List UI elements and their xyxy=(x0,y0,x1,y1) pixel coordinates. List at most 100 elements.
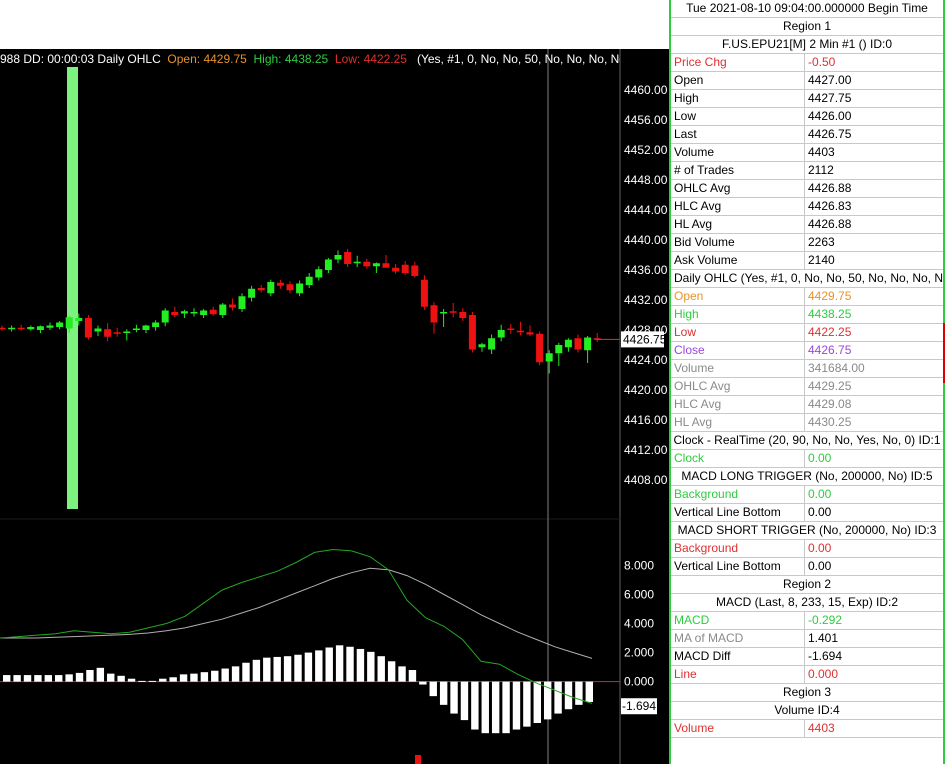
price-tick-label: 4416.00 xyxy=(624,413,668,427)
price-tick-label: 4452.00 xyxy=(624,143,668,157)
daily-ohlc-value: 4422.25 xyxy=(808,325,852,339)
macd-diff-bar xyxy=(335,645,344,682)
daily-ohlc-label: Open xyxy=(671,288,805,305)
macd-diff-bar xyxy=(304,652,313,682)
bar-data-value: 4426.88 xyxy=(808,217,852,231)
candle-body xyxy=(132,328,140,330)
candle-body xyxy=(276,282,284,286)
candle-body xyxy=(516,330,524,333)
daily-ohlc-header: Daily OHLC (Yes, #1, 0, No, No, 50, No, … xyxy=(671,270,943,288)
daily-ohlc-value: 4430.25 xyxy=(808,415,852,429)
macd-diff-bar xyxy=(75,672,84,682)
macd-diff-bar xyxy=(471,681,479,730)
macd-diff-bar xyxy=(3,675,11,682)
candle-body xyxy=(564,339,572,348)
bar-data-row: OHLC Avg 4426.88 xyxy=(671,180,943,198)
candle-body xyxy=(257,288,265,291)
macd-diff-bar xyxy=(325,647,333,682)
macd-diff-bar xyxy=(127,678,136,682)
macd-label: MACD Diff xyxy=(671,648,805,665)
macd-diff-bar xyxy=(138,680,146,682)
candle-body xyxy=(36,326,44,330)
macd-diff-bar xyxy=(273,656,281,682)
daily-ohlc-row: OHLC Avg 4429.25 xyxy=(671,378,943,396)
macd-value: -0.292 xyxy=(808,613,843,627)
daily-ohlc-value: 4438.25 xyxy=(808,307,852,321)
daily-ohlc-label: Volume xyxy=(671,360,805,377)
candle-body xyxy=(75,318,83,321)
volume-study-header: Volume ID:4 xyxy=(671,702,943,720)
header-open: Open: 4429.75 xyxy=(167,52,247,66)
macd-row: Line 0.000 xyxy=(671,666,943,684)
candle-body xyxy=(152,322,160,327)
bar-data-row: Open 4427.00 xyxy=(671,72,943,90)
candle-body xyxy=(420,279,428,307)
macd-line xyxy=(0,548,593,704)
macd-diff-bar xyxy=(346,646,354,682)
bar-data-row: # of Trades 2112 xyxy=(671,162,943,180)
macd-long-row: Background 0.00 xyxy=(671,486,943,504)
candle-body xyxy=(296,283,304,294)
region-2-header: Region 2 xyxy=(671,576,943,594)
price-tick-label: 4444.00 xyxy=(624,203,668,217)
macd-diff-bar xyxy=(491,681,500,734)
daily-ohlc-row: Low 4422.25 xyxy=(671,324,943,342)
macd-row: MA of MACD 1.401 xyxy=(671,630,943,648)
daily-ohlc-row: HL Avg 4430.25 xyxy=(671,414,943,432)
macd-long-row: Vertical Line Bottom 0.00 xyxy=(671,504,943,522)
chart-canvas[interactable]: 4460.00 4456.00 4452.00 4448.00 4444.00 4440.… xyxy=(0,0,670,764)
macd-diff-bar xyxy=(575,681,583,705)
candle-body xyxy=(65,317,73,329)
candle-body xyxy=(142,325,150,330)
price-tick-label: 4456.00 xyxy=(624,113,668,127)
price-tick-label: 4436.00 xyxy=(624,263,668,277)
bar-data-value: 4426.83 xyxy=(808,199,852,213)
bar-data-value: 4426.88 xyxy=(808,181,852,195)
toolbar-area xyxy=(0,0,670,49)
macd-diff-bar xyxy=(34,675,42,682)
daily-ohlc-label: Low xyxy=(671,324,805,341)
chart-values-window[interactable]: Tue 2021-08-10 09:04:00.000000 Begin Tim… xyxy=(671,0,943,764)
volume-bar xyxy=(415,755,421,764)
macd-short-value: 0.00 xyxy=(808,559,832,573)
macd-diff-bar xyxy=(356,648,365,682)
macd-diff-bar xyxy=(450,681,458,714)
header-high: High: 4438.25 xyxy=(253,52,329,66)
candle-body xyxy=(0,327,6,330)
bar-data-row: Volume 4403 xyxy=(671,144,943,162)
candle-body xyxy=(430,305,438,323)
candle-body xyxy=(286,284,294,291)
macd-diff-bar xyxy=(55,675,63,682)
candle-body xyxy=(507,328,515,330)
bar-data-label: OHLC Avg xyxy=(671,180,805,197)
macd-diff-bar xyxy=(23,675,32,682)
bar-data-label: Open xyxy=(671,72,805,89)
chart-header-info: 988 DD: 00:00:03 Daily OHLC Open: 4429.7… xyxy=(0,51,620,67)
window-border-left xyxy=(669,0,671,764)
macd-tick-label: 6.000 xyxy=(624,587,654,601)
bar-data-value: 4426.75 xyxy=(808,127,852,141)
volume-row: Volume 4403 xyxy=(671,720,943,738)
bar-data-value: 4427.00 xyxy=(808,73,852,87)
macd-short-row: Vertical Line Bottom 0.00 xyxy=(671,558,943,576)
daily-ohlc-row: High 4438.25 xyxy=(671,306,943,324)
macd-diff-bar xyxy=(502,681,510,734)
bar-data-value: 4426.00 xyxy=(808,109,852,123)
macd-long-trigger-bar xyxy=(67,67,78,509)
macd-last-tag xyxy=(621,698,657,715)
macd-diff-bar xyxy=(315,650,323,682)
macd-diff-bar xyxy=(429,681,437,697)
ma-of-macd-line xyxy=(0,567,593,659)
candle-body xyxy=(536,333,544,363)
bar-data-row: Low 4426.00 xyxy=(671,108,943,126)
macd-diff-bar xyxy=(387,661,396,682)
macd-label: MA of MACD xyxy=(671,630,805,647)
macd-label: MACD xyxy=(671,612,805,629)
daily-ohlc-label: OHLC Avg xyxy=(671,378,805,395)
macd-diff-bar xyxy=(283,656,292,682)
candle-body xyxy=(449,311,457,313)
candle-body xyxy=(209,309,217,315)
bar-data-value: 2140 xyxy=(808,253,835,267)
candle-body xyxy=(180,311,188,314)
price-tick-label: 4460.00 xyxy=(624,83,668,97)
